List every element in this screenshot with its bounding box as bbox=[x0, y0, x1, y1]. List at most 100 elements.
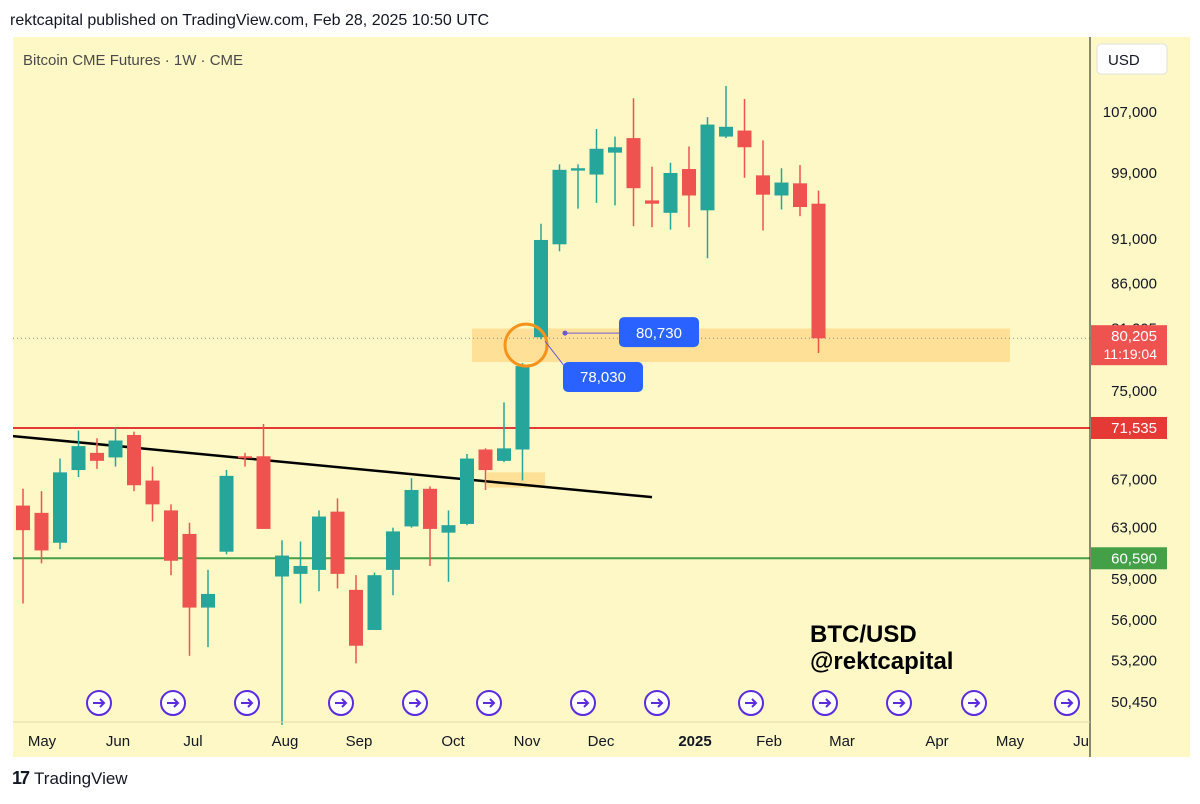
event-arrow-icon[interactable] bbox=[570, 690, 596, 716]
currency-button[interactable] bbox=[1096, 43, 1168, 75]
candle[interactable] bbox=[330, 498, 345, 589]
candle[interactable] bbox=[127, 431, 141, 492]
event-arrow-icon[interactable] bbox=[402, 690, 428, 716]
event-arrow-icon[interactable] bbox=[476, 690, 502, 716]
candle[interactable] bbox=[441, 510, 456, 582]
candle[interactable] bbox=[34, 491, 49, 564]
chart-legend-title: Bitcoin CME Futures · 1W · CME bbox=[23, 52, 243, 69]
candle[interactable] bbox=[367, 572, 382, 630]
candle-body bbox=[71, 446, 86, 471]
time-tick-label: May bbox=[996, 733, 1025, 750]
candle[interactable] bbox=[293, 541, 308, 604]
candle[interactable] bbox=[552, 164, 567, 252]
candle[interactable] bbox=[423, 486, 437, 566]
event-arrow-icon[interactable] bbox=[886, 690, 912, 716]
candle-body bbox=[645, 200, 659, 204]
event-arrow-icon[interactable] bbox=[961, 690, 987, 716]
candle-body bbox=[34, 512, 49, 551]
candle[interactable] bbox=[145, 466, 160, 522]
event-arrow-icon[interactable] bbox=[644, 690, 670, 716]
event-arrow-icon[interactable] bbox=[234, 690, 260, 716]
candle-body bbox=[571, 168, 585, 171]
candle-body bbox=[127, 434, 141, 486]
candle[interactable] bbox=[663, 162, 678, 230]
candle-body bbox=[534, 239, 548, 338]
candle[interactable] bbox=[182, 522, 197, 656]
event-arrow-icon[interactable] bbox=[328, 690, 354, 716]
candle[interactable] bbox=[478, 448, 493, 490]
candle[interactable] bbox=[515, 363, 530, 481]
candle-body bbox=[460, 458, 474, 524]
candle[interactable] bbox=[201, 569, 215, 648]
event-icon-arrow bbox=[241, 698, 254, 708]
candle[interactable] bbox=[571, 164, 585, 209]
event-arrow-icon[interactable] bbox=[738, 690, 764, 716]
tradingview-brand[interactable]: TradingView bbox=[34, 768, 128, 788]
candle[interactable] bbox=[626, 98, 641, 227]
candle[interactable] bbox=[256, 423, 271, 529]
candle[interactable] bbox=[497, 402, 511, 462]
tradingview-logo-icon[interactable]: 17 bbox=[12, 768, 30, 788]
candle[interactable] bbox=[460, 454, 474, 526]
zone-label-dot bbox=[562, 330, 568, 336]
current-price-tag bbox=[1091, 325, 1167, 366]
event-arrow-icon[interactable] bbox=[160, 690, 186, 716]
event-icon-arrow bbox=[335, 698, 348, 708]
candle[interactable] bbox=[737, 98, 752, 178]
breakout-label-box bbox=[563, 362, 643, 392]
event-icon-arrow bbox=[93, 698, 106, 708]
event-icon-arrow bbox=[577, 698, 590, 708]
candle-body bbox=[16, 505, 30, 531]
event-arrow-icon[interactable] bbox=[1054, 690, 1080, 716]
candle[interactable] bbox=[108, 427, 123, 467]
candle-body bbox=[293, 565, 308, 574]
candle[interactable] bbox=[53, 458, 67, 550]
candle-body bbox=[53, 472, 67, 543]
time-tick-label: Sep bbox=[346, 733, 373, 750]
candle-body bbox=[90, 452, 104, 461]
candle[interactable] bbox=[349, 575, 363, 664]
candle-body bbox=[108, 440, 123, 458]
candle[interactable] bbox=[219, 470, 234, 555]
candle[interactable] bbox=[404, 478, 419, 528]
time-tick-label: Feb bbox=[756, 733, 782, 750]
candle-body bbox=[589, 148, 604, 175]
candle[interactable] bbox=[238, 452, 252, 467]
candle[interactable] bbox=[756, 140, 770, 231]
candle[interactable] bbox=[71, 430, 86, 478]
candle[interactable] bbox=[164, 504, 178, 576]
candle-body bbox=[478, 449, 493, 471]
event-arrow-icon[interactable] bbox=[812, 690, 838, 716]
candle-body bbox=[164, 510, 178, 561]
candle[interactable] bbox=[275, 540, 289, 725]
time-tick-label: 2025 bbox=[678, 733, 711, 750]
candle[interactable] bbox=[16, 488, 30, 604]
footer: 17 TradingView bbox=[12, 768, 128, 789]
candle-body bbox=[219, 475, 234, 552]
candle[interactable] bbox=[90, 438, 104, 469]
price-tick-label: 56,000 bbox=[1111, 612, 1157, 629]
level-price-tag bbox=[1091, 416, 1167, 439]
candle[interactable] bbox=[700, 117, 715, 259]
candle[interactable] bbox=[608, 136, 622, 206]
time-tick-label: Oct bbox=[441, 733, 465, 750]
candle-body bbox=[756, 175, 770, 195]
candle[interactable] bbox=[534, 223, 548, 340]
event-arrow-icon[interactable] bbox=[86, 690, 112, 716]
event-icon-arrow bbox=[651, 698, 664, 708]
candle[interactable] bbox=[793, 165, 807, 217]
breakout-label-connector bbox=[544, 340, 567, 369]
candle-body bbox=[497, 448, 511, 461]
candle[interactable] bbox=[386, 527, 400, 596]
candle-body bbox=[145, 480, 160, 505]
candle[interactable] bbox=[774, 168, 789, 210]
candle[interactable] bbox=[589, 129, 604, 203]
candle[interactable] bbox=[682, 146, 696, 228]
candle-body bbox=[349, 589, 363, 646]
candle-body bbox=[312, 516, 326, 570]
candle[interactable] bbox=[645, 166, 659, 228]
candle[interactable] bbox=[719, 86, 733, 139]
candle[interactable] bbox=[312, 510, 326, 592]
candle[interactable] bbox=[811, 190, 826, 354]
